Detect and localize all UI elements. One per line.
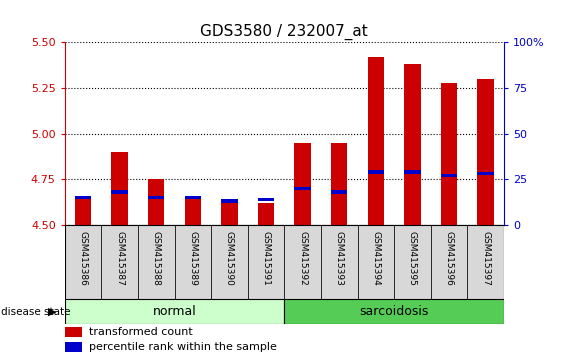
FancyBboxPatch shape [394,225,431,299]
Bar [368,170,384,173]
FancyBboxPatch shape [101,225,138,299]
Bar [258,203,274,225]
FancyBboxPatch shape [248,225,284,299]
Bar [221,199,238,203]
Title: GDS3580 / 232007_at: GDS3580 / 232007_at [200,23,368,40]
Text: GSM415393: GSM415393 [335,231,343,286]
Bar [331,190,347,194]
Bar [185,196,201,199]
Text: sarcoidosis: sarcoidosis [359,305,429,318]
Text: GSM415397: GSM415397 [481,231,490,286]
FancyBboxPatch shape [65,225,101,299]
FancyBboxPatch shape [358,225,394,299]
Text: GSM415386: GSM415386 [79,231,87,286]
Bar [294,187,311,190]
Bar [477,172,494,175]
Text: GSM415396: GSM415396 [445,231,453,286]
Bar [65,342,82,353]
Bar [75,198,91,225]
FancyBboxPatch shape [467,225,504,299]
Text: disease state: disease state [1,307,70,316]
FancyBboxPatch shape [284,225,321,299]
Bar [111,152,128,225]
Bar [75,196,91,199]
Bar [404,170,421,173]
Bar [221,201,238,225]
Bar [404,64,421,225]
Text: GSM415389: GSM415389 [189,231,197,286]
Bar [477,79,494,225]
Text: percentile rank within the sample: percentile rank within the sample [89,342,277,352]
Bar [294,143,311,225]
Text: GSM415387: GSM415387 [115,231,124,286]
Text: transformed count: transformed count [89,327,193,337]
FancyBboxPatch shape [65,299,284,324]
Bar [148,196,164,199]
Text: GSM415392: GSM415392 [298,231,307,285]
FancyBboxPatch shape [284,299,504,324]
Text: GSM415388: GSM415388 [152,231,160,286]
Text: normal: normal [153,305,196,318]
FancyBboxPatch shape [321,225,358,299]
FancyBboxPatch shape [175,225,211,299]
Bar [441,174,457,177]
Bar [331,143,347,225]
Bar [258,198,274,201]
Bar [65,327,82,337]
Text: GSM415395: GSM415395 [408,231,417,286]
Bar [368,57,384,225]
Text: GSM415390: GSM415390 [225,231,234,286]
Text: GSM415394: GSM415394 [372,231,380,285]
FancyBboxPatch shape [431,225,467,299]
FancyBboxPatch shape [211,225,248,299]
Text: GSM415391: GSM415391 [262,231,270,286]
Bar [111,190,128,194]
Bar [441,82,457,225]
Bar [185,198,201,225]
Text: ▶: ▶ [48,307,56,316]
Bar [148,179,164,225]
FancyBboxPatch shape [138,225,175,299]
